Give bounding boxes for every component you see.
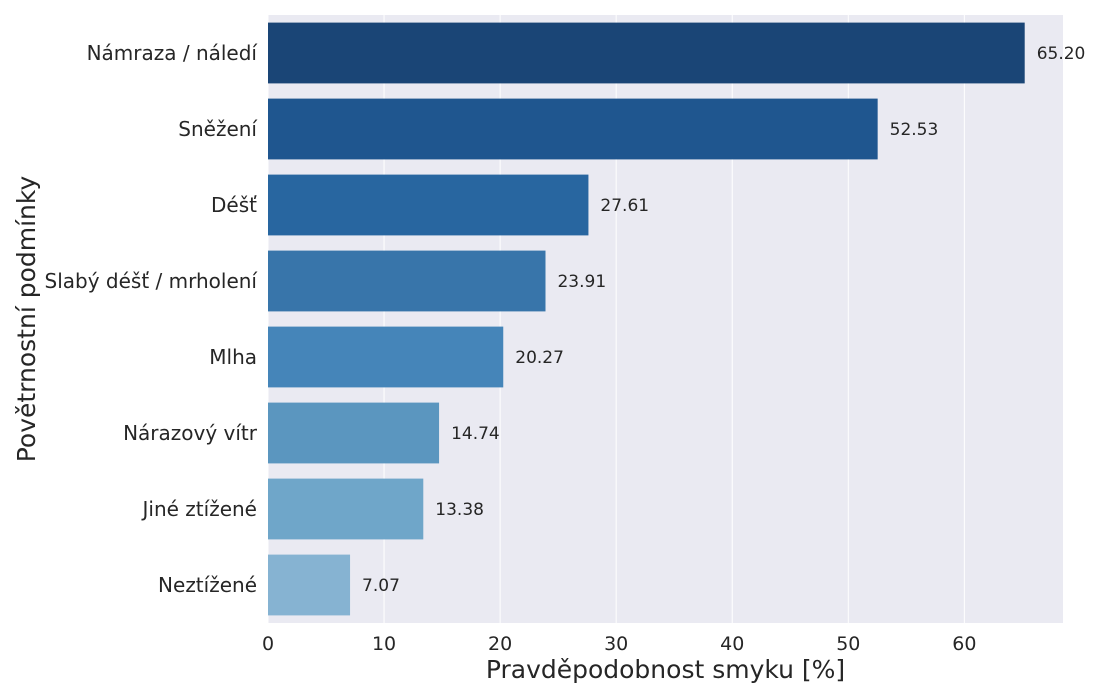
category-labels: Námraza / náledí Sněžení Déšť Slabý déšť / … xyxy=(45,41,259,597)
bar xyxy=(268,554,351,616)
data-label: 27.61 xyxy=(600,196,649,216)
y-axis-title: Povětrnostní podmínky xyxy=(12,176,41,463)
category-label: Námraza / náledí xyxy=(87,41,259,65)
x-tick-label: 30 xyxy=(604,633,628,655)
bar xyxy=(268,478,424,540)
data-label: 52.53 xyxy=(890,120,939,140)
x-tick-labels: 0 10 20 30 40 50 60 xyxy=(262,633,976,655)
category-label: Slabý déšť / mrholení xyxy=(45,269,259,293)
x-tick-label: 10 xyxy=(372,633,396,655)
x-tick-label: 0 xyxy=(262,633,274,655)
bar xyxy=(268,326,504,388)
data-label: 7.07 xyxy=(362,576,400,596)
category-label: Sněžení xyxy=(178,117,258,141)
x-tick-label: 20 xyxy=(488,633,512,655)
data-labels: 65.20 52.53 27.61 23.91 20.27 14.74 13.38 7.07 xyxy=(362,44,1085,596)
bar xyxy=(268,402,440,464)
x-axis-title: Pravděpodobnost smyku [%] xyxy=(486,655,845,684)
category-label: Neztížené xyxy=(158,573,257,597)
data-label: 23.91 xyxy=(557,272,606,292)
bar xyxy=(268,98,878,160)
category-label: Nárazový vítr xyxy=(123,421,258,445)
category-label: Mlha xyxy=(209,345,257,369)
data-label: 13.38 xyxy=(435,500,484,520)
x-tick-label: 60 xyxy=(952,633,976,655)
data-label: 14.74 xyxy=(451,424,500,444)
bars xyxy=(268,22,1025,616)
bar xyxy=(268,250,546,312)
data-label: 20.27 xyxy=(515,348,564,368)
x-tick-label: 40 xyxy=(720,633,744,655)
category-label: Déšť xyxy=(211,193,257,217)
bar xyxy=(268,22,1025,84)
data-label: 65.20 xyxy=(1037,44,1086,64)
bar xyxy=(268,174,589,236)
x-tick-label: 50 xyxy=(836,633,860,655)
category-label: Jiné ztížené xyxy=(141,497,257,521)
